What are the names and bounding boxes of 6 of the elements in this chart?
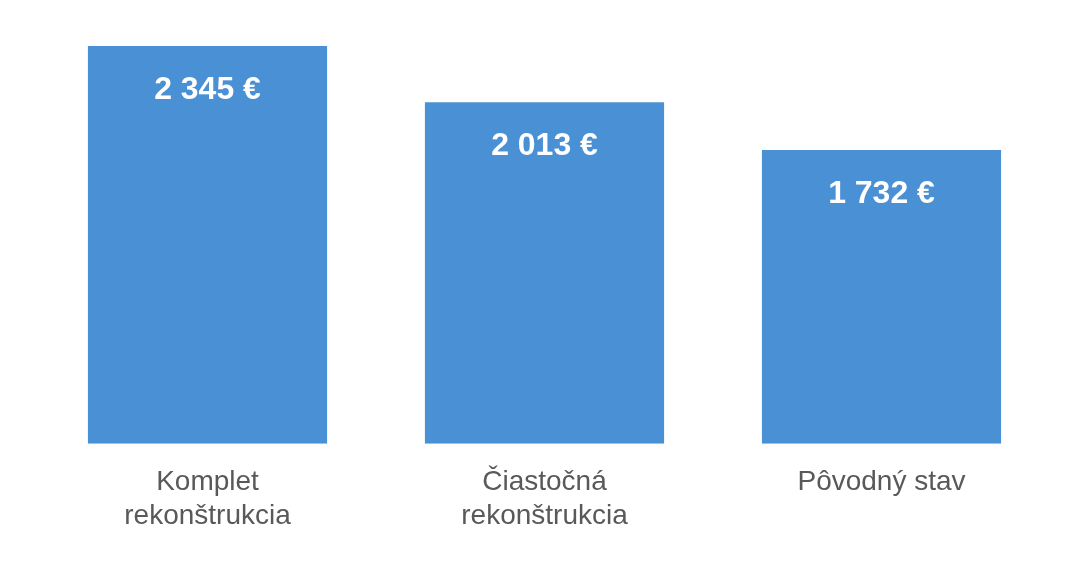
x-tick-label: Komplet rekonštrukcia <box>124 465 292 530</box>
data-label: 2 345 € <box>154 69 262 106</box>
x-tick-label: Čiastočná rekonštrukcia <box>461 465 629 530</box>
data-label: 1 732 € <box>828 173 936 210</box>
data-label: 2 013 € <box>491 126 599 163</box>
x-tick-label: Pôvodný stav <box>797 465 966 497</box>
